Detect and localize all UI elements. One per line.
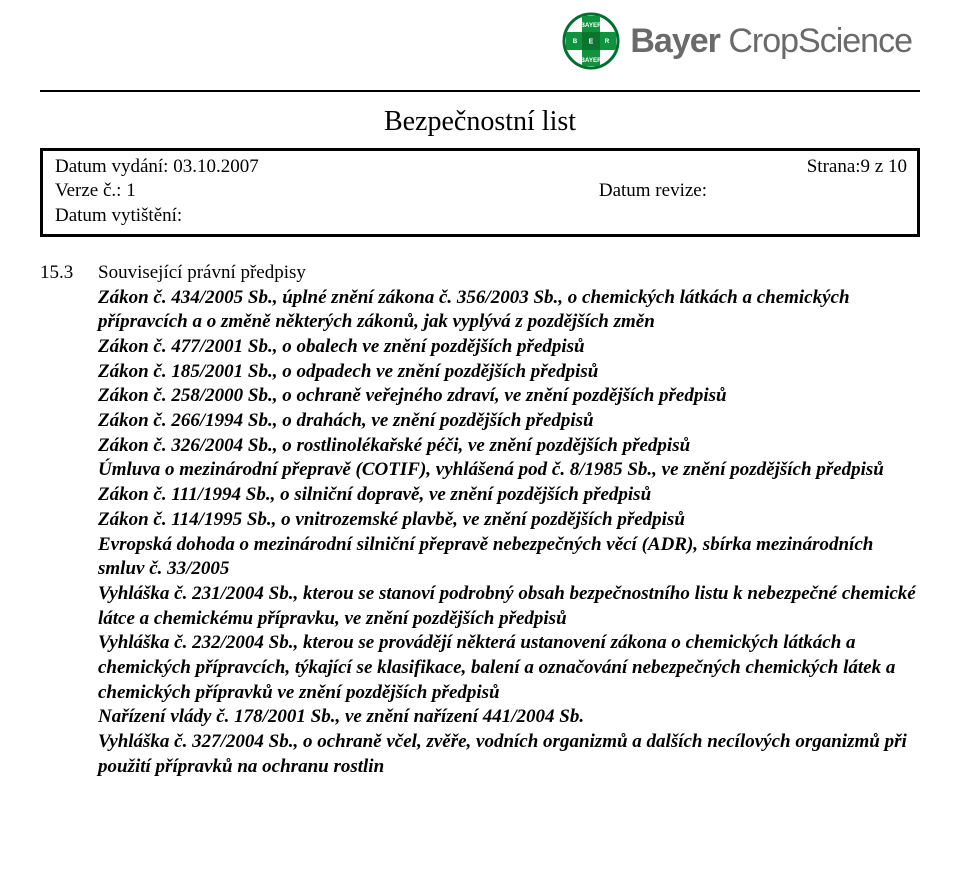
brand-text: Bayer CropScience [630, 22, 912, 61]
text-segment: , o vnitrozemské plavbě, ve znění pozděj… [272, 509, 685, 530]
text-line: Zákon č. 258/2000 Sb., o ochraně veřejné… [98, 384, 920, 409]
svg-text:BAYER: BAYER [581, 57, 603, 64]
document-title: Bezpečnostní list [40, 106, 920, 138]
text-line: Evropská dohoda o mezinárodní silniční p… [98, 533, 920, 582]
text-segment: Úmluva o mezinárodní přepravě (COTIF), v… [98, 459, 884, 480]
text-segment: , o ochraně veřejného zdraví, ve znění p… [273, 385, 727, 406]
section-content: 15.3 Související právní předpisy Zákon č… [40, 261, 920, 779]
text-segment: , o drahách, ve znění pozdějších předpis… [273, 410, 594, 431]
text-segment: , o rostlinolékařské péči, ve znění pozd… [273, 435, 690, 456]
version-value: 1 [126, 180, 136, 201]
text-line: Nařízení vlády č. 178/2001 Sb., ve znění… [98, 705, 920, 730]
section-text: Zákon č. 434/2005 Sb., úplné znění zákon… [98, 286, 920, 780]
text-segment: Zákon č. 258/2000 Sb. [98, 385, 273, 406]
text-line: Vyhláška č. 327/2004 Sb., o ochraně včel… [98, 730, 920, 779]
section-heading: Související právní předpisy [98, 261, 920, 286]
text-line: Zákon č. 326/2004 Sb., o rostlinolékařsk… [98, 434, 920, 459]
svg-text:R: R [605, 38, 610, 45]
meta-row-3: Datum vytištění: [55, 204, 907, 228]
header-divider [40, 90, 920, 92]
text-line: Zákon č. 114/1995 Sb., o vnitrozemské pl… [98, 508, 920, 533]
text-segment: Zákon č. 477/2001 Sb. [98, 336, 273, 357]
text-line: Zákon č. 434/2005 Sb., úplné znění zákon… [98, 286, 920, 335]
text-segment: Zákon č. 434/2005 Sb. [98, 287, 273, 308]
text-line: Zákon č. 111/1994 Sb., o silniční doprav… [98, 483, 920, 508]
text-segment: , o silniční dopravě, ve znění pozdějšíc… [271, 484, 652, 505]
version-label: Verze č.: [55, 180, 126, 201]
text-segment: Nařízení vlády č. 178/2001 Sb., ve znění… [98, 706, 584, 727]
issue-date-label: Datum vydání: [55, 156, 173, 177]
svg-text:BAYER: BAYER [581, 22, 603, 29]
text-segment: Zákon č. 114/1995 Sb. [98, 509, 272, 530]
meta-row-1: Datum vydání: 03.10.2007 Strana:9 z 10 [55, 155, 907, 179]
svg-text:B: B [573, 38, 578, 45]
text-line: Zákon č. 185/2001 Sb., o odpadech ve zně… [98, 360, 920, 385]
version: Verze č.: 1 [55, 179, 136, 203]
text-segment: Zákon č. 326/2004 Sb. [98, 435, 273, 456]
text-segment: Zákon č. 266/1994 Sb. [98, 410, 273, 431]
text-line: Vyhláška č. 231/2004 Sb., kterou se stan… [98, 582, 920, 631]
section-body: Související právní předpisy Zákon č. 434… [98, 261, 920, 779]
text-segment: Zákon č. 185/2001 Sb. [98, 361, 273, 382]
text-segment: Vyhláška č. 327/2004 Sb. [98, 731, 293, 752]
meta-row-2: Verze č.: 1 Datum revize: [55, 179, 907, 203]
text-segment: Evropská dohoda o mezinárodní silniční p… [98, 534, 873, 580]
text-segment: Zákon č. 111/1994 Sb. [98, 484, 271, 505]
text-line: Úmluva o mezinárodní přepravě (COTIF), v… [98, 458, 920, 483]
issue-date: Datum vydání: 03.10.2007 [55, 155, 259, 179]
text-segment: Vyhláška č. 231/2004 Sb. [98, 583, 293, 604]
meta-box: Datum vydání: 03.10.2007 Strana:9 z 10 V… [40, 148, 920, 237]
svg-text:E: E [589, 39, 594, 46]
brand-name-light: CropScience [720, 22, 912, 60]
page-info: Strana:9 z 10 [807, 155, 907, 179]
revision-date-label: Datum revize: [599, 179, 907, 203]
issue-date-value: 03.10.2007 [173, 156, 259, 177]
text-line: Vyhláška č. 232/2004 Sb., kterou se prov… [98, 631, 920, 705]
text-segment: , o obalech ve znění pozdějších předpisů [273, 336, 585, 357]
brand-logo: BAYER BAYER B R E Bayer CropScience [562, 12, 912, 70]
text-segment: Vyhláška č. 232/2004 Sb. [98, 632, 293, 653]
print-date-label: Datum vytištění: [55, 205, 182, 226]
text-line: Zákon č. 266/1994 Sb., o drahách, ve zně… [98, 409, 920, 434]
section-number: 15.3 [40, 261, 98, 779]
text-line: Zákon č. 477/2001 Sb., o obalech ve zněn… [98, 335, 920, 360]
text-segment: , o odpadech ve znění pozdějších předpis… [273, 361, 599, 382]
bayer-cross-icon: BAYER BAYER B R E [562, 12, 620, 70]
brand-name-bold: Bayer [630, 22, 720, 60]
